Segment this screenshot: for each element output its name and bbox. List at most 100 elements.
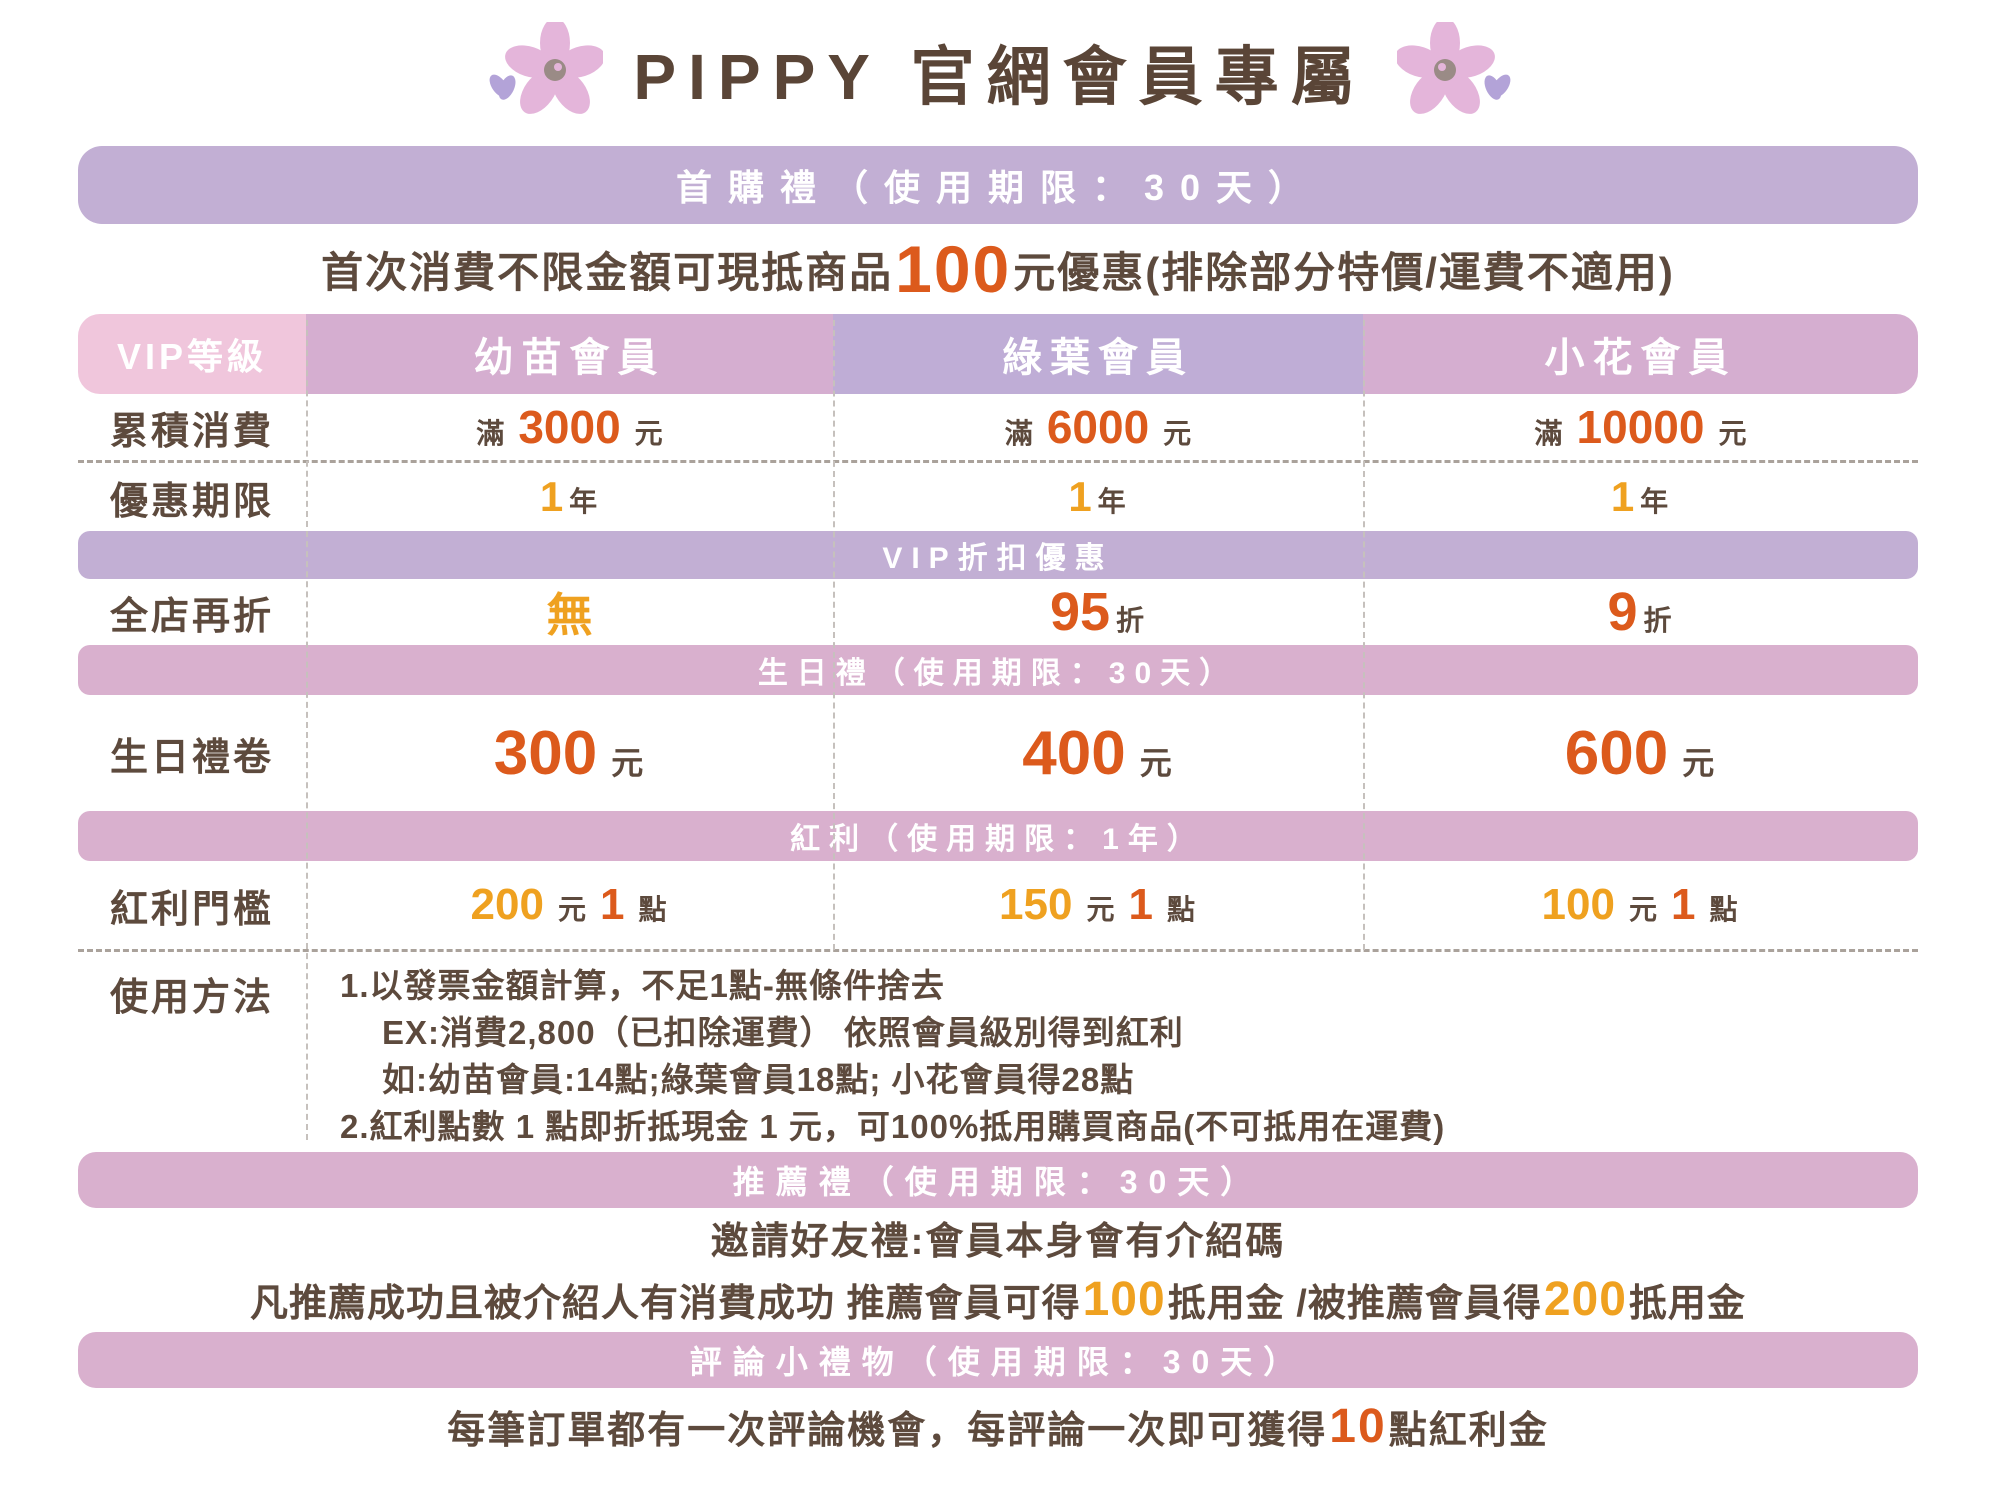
- birthday-cell-green-leaf: 400 元: [833, 718, 1363, 789]
- bonus-cell-seedling: 200 元 1 點: [306, 880, 833, 930]
- header-vip-level: VIP等級: [78, 314, 306, 394]
- cell-points: 1: [1128, 880, 1153, 929]
- column-divider: [833, 320, 835, 950]
- intro-amount: 100: [895, 232, 1012, 306]
- cell-number: 1: [1068, 473, 1092, 520]
- row-label-usage: 使用方法: [109, 977, 274, 1019]
- row-separator: [78, 460, 1918, 463]
- cell-unit: 折: [1116, 605, 1145, 636]
- cell-unit: 元: [1086, 894, 1115, 925]
- cell-unit: 元: [1139, 744, 1172, 781]
- vip-tier-table: VIP等級 幼苗會員 綠葉會員 小花會員 累積消費 滿 3000 元 滿 6000 元 …: [78, 314, 1918, 1145]
- row-label-birthday: 生日禮卷: [109, 736, 274, 779]
- row-label-period: 優惠期限: [109, 480, 274, 523]
- cumulative-cell-seedling: 滿 3000 元: [306, 400, 833, 454]
- bonus-points-banner: 紅利（使用期限：1年）: [78, 811, 1918, 861]
- usage-line-2: EX:消費2,800（已扣除運費） 依照會員級別得到紅利: [382, 1014, 1184, 1051]
- cell-unit: 年: [1640, 486, 1669, 517]
- birthday-cell-little-flower: 600 元: [1363, 718, 1918, 789]
- cell-unit: 元: [1628, 894, 1657, 925]
- cell-points-unit: 點: [1709, 894, 1738, 925]
- referral-text-mid: 抵用金 /被推薦會員得: [1167, 1282, 1542, 1325]
- usage-line-3: 如:幼苗會員:14點;綠葉會員18點; 小花會員得28點: [382, 1061, 1135, 1098]
- cell-unit: 年: [1097, 486, 1126, 517]
- birthday-cell-seedling: 300 元: [306, 718, 833, 789]
- row-separator: [78, 949, 1918, 952]
- cell-points: 1: [1670, 880, 1696, 929]
- cell-number: 300: [493, 718, 598, 788]
- first-purchase-description: 首次消費不限金額可現抵商品 100 元優惠(排除部分特價/運費不適用): [78, 224, 1918, 314]
- review-amount: 10: [1329, 1399, 1387, 1453]
- cell-unit: 元: [1718, 418, 1747, 449]
- table-header-row: VIP等級 幼苗會員 綠葉會員 小花會員: [78, 314, 1918, 394]
- cell-number: 150: [999, 880, 1073, 929]
- cell-number: 95: [1049, 582, 1111, 642]
- page-title: PIPPY 官網會員專屬: [633, 41, 1367, 113]
- cell-number: 9: [1607, 582, 1638, 642]
- cell-number: 1: [1610, 473, 1635, 520]
- cell-number: 400: [1022, 718, 1126, 788]
- referral-amount-referee: 200: [1543, 1272, 1627, 1326]
- row-label-discount: 全店再折: [109, 595, 274, 638]
- cell-unit: 元: [1682, 744, 1715, 781]
- header-tier-little-flower: 小花會員: [1363, 314, 1918, 394]
- cell-number: 3000: [518, 401, 621, 453]
- cell-number: 600: [1564, 718, 1669, 788]
- cell-unit: 年: [569, 486, 598, 517]
- row-birthday-voucher: 生日禮卷 300 元 400 元 600 元: [78, 695, 1918, 811]
- referral-text-post: 抵用金: [1628, 1282, 1746, 1325]
- row-usage-instructions: 使用方法 1.以發票金額計算，不足1點-無條件捨去 EX:消費2,800（已扣除…: [78, 952, 1918, 1145]
- content-column: 首購禮（使用期限：30天） 首次消費不限金額可現抵商品 100 元優惠(排除部分…: [78, 146, 1918, 1464]
- bonus-cell-little-flower: 100 元 1 點: [1363, 880, 1918, 930]
- column-divider: [306, 320, 308, 1140]
- referral-gift-banner: 推薦禮（使用期限：30天）: [78, 1152, 1918, 1208]
- cell-number: 1: [539, 473, 564, 520]
- referral-amount-referrer: 100: [1082, 1272, 1166, 1326]
- first-purchase-banner: 首購禮（使用期限：30天）: [78, 146, 1918, 224]
- review-gift-banner: 評論小禮物（使用期限：30天）: [78, 1332, 1918, 1388]
- cell-number: 無: [546, 589, 593, 641]
- intro-text-pre: 首次消費不限金額可現抵商品: [321, 248, 894, 296]
- usage-line-4: 2.紅利點數 1 點即折抵現金 1 元，可100%抵用購買商品(不可抵用在運費): [340, 1108, 1446, 1145]
- cumulative-cell-little-flower: 滿 10000 元: [1363, 400, 1918, 454]
- row-bonus-threshold: 紅利門檻 200 元 1 點 150 元 1 點 100 元 1 點: [78, 861, 1918, 949]
- row-label-cumulative: 累積消費: [109, 410, 274, 453]
- flower-icon: [1396, 22, 1510, 114]
- cell-number: 10000: [1576, 401, 1705, 453]
- cell-unit: 元: [1163, 418, 1192, 449]
- usage-line-1: 1.以發票金額計算，不足1點-無條件捨去: [340, 967, 945, 1004]
- cell-prefix: 滿: [476, 418, 505, 449]
- cell-unit: 元: [611, 744, 644, 781]
- cell-unit: 折: [1643, 605, 1672, 636]
- bonus-cell-green-leaf: 150 元 1 點: [833, 880, 1363, 930]
- referral-invite-text: 邀請好友禮:會員本身會有介紹碼: [710, 1220, 1286, 1263]
- review-text-pre: 每筆訂單都有一次評論機會，每評論一次即可獲得: [447, 1409, 1328, 1452]
- referral-text-pre: 凡推薦成功且被介紹人有消費成功 推薦會員可得: [250, 1282, 1081, 1325]
- header-tier-seedling: 幼苗會員: [306, 314, 833, 394]
- discount-cell-green-leaf: 95 折: [833, 581, 1363, 643]
- cell-number: 100: [1541, 880, 1615, 929]
- row-cumulative-spending: 累積消費 滿 3000 元 滿 6000 元 滿 10000 元: [78, 394, 1918, 460]
- review-text-post: 點紅利金: [1388, 1409, 1549, 1452]
- row-label-bonus: 紅利門檻: [109, 888, 274, 931]
- cell-unit: 元: [557, 894, 586, 925]
- cumulative-cell-green-leaf: 滿 6000 元: [833, 400, 1363, 454]
- discount-cell-seedling: 無: [306, 579, 833, 645]
- review-detail-text: 每筆訂單都有一次評論機會，每評論一次即可獲得 10 點紅利金: [78, 1388, 1918, 1464]
- cell-points-unit: 點: [1166, 894, 1195, 925]
- title-row: PIPPY 官網會員專屬: [0, 0, 2000, 118]
- referral-detail-text: 凡推薦成功且被介紹人有消費成功 推薦會員可得 100 抵用金 /被推薦會員得 2…: [78, 1266, 1918, 1332]
- cell-prefix: 滿: [1004, 418, 1033, 449]
- cell-points: 1: [599, 880, 625, 929]
- header-tier-green-leaf: 綠葉會員: [833, 314, 1363, 394]
- vip-discount-banner: VIP折扣優惠: [78, 531, 1918, 579]
- usage-instructions-text: 1.以發票金額計算，不足1點-無條件捨去 EX:消費2,800（已扣除運費） 依…: [306, 952, 1918, 1150]
- birthday-gift-banner: 生日禮（使用期限：30天）: [78, 645, 1918, 695]
- cell-number: 200: [470, 880, 544, 929]
